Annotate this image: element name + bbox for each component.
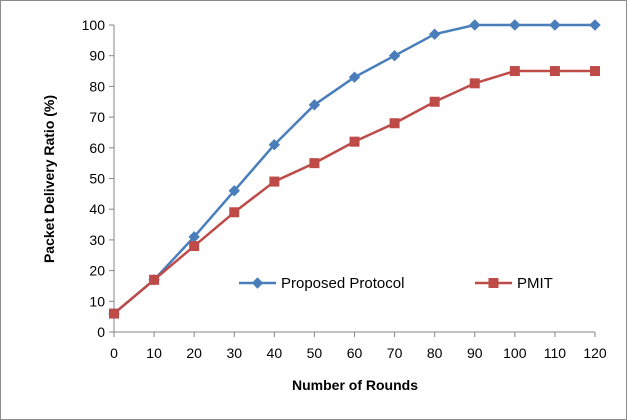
x-tick-label: 0 xyxy=(110,345,118,361)
data-point xyxy=(229,207,240,218)
data-point xyxy=(590,66,600,77)
data-point xyxy=(469,19,481,31)
data-point xyxy=(549,66,560,77)
x-tick-label: 10 xyxy=(146,345,162,361)
data-point xyxy=(389,118,400,129)
x-tick-label: 20 xyxy=(186,345,202,361)
y-axis-title: Packet Delivery Ratio (%) xyxy=(41,95,57,263)
x-tick-label: 110 xyxy=(544,345,567,361)
y-tick-label: 20 xyxy=(89,263,105,279)
y-tick-label: 30 xyxy=(89,232,105,248)
x-tick-label: 120 xyxy=(583,345,607,361)
legend-label: Proposed Protocol xyxy=(281,275,404,292)
legend-marker xyxy=(488,278,499,288)
y-tick-label: 80 xyxy=(89,78,105,94)
data-point xyxy=(109,308,119,319)
legend-item: Proposed Protocol xyxy=(239,275,404,292)
data-point xyxy=(549,19,561,31)
y-tick-label: 40 xyxy=(89,201,105,217)
x-tick-label: 90 xyxy=(467,345,483,361)
x-tick-label: 40 xyxy=(267,345,283,361)
series-proposed-protocol xyxy=(108,19,601,320)
data-point xyxy=(428,28,441,40)
data-point xyxy=(228,185,240,197)
legend-label: PMIT xyxy=(517,275,553,292)
data-point xyxy=(309,158,320,169)
legend-marker xyxy=(251,277,264,289)
x-tick-label: 80 xyxy=(427,345,443,361)
data-point xyxy=(189,241,200,252)
x-tick-label: 50 xyxy=(307,345,323,361)
data-point xyxy=(509,66,520,77)
data-point xyxy=(509,19,521,31)
x-tick-label: 30 xyxy=(226,345,242,361)
x-tick-label: 100 xyxy=(503,345,527,361)
x-tick-label: 60 xyxy=(347,345,363,361)
data-point xyxy=(308,99,321,111)
axes xyxy=(109,24,596,337)
series-layer xyxy=(108,19,601,320)
y-tick-label: 100 xyxy=(82,17,106,33)
series-pmit xyxy=(109,66,600,319)
data-point xyxy=(348,71,361,83)
data-point xyxy=(269,176,280,187)
data-point xyxy=(268,139,281,151)
x-tick-label: 70 xyxy=(387,345,403,361)
data-point xyxy=(149,274,160,285)
series-line xyxy=(113,23,595,315)
y-tick-label: 90 xyxy=(89,48,105,64)
data-point xyxy=(388,49,401,62)
data-point xyxy=(589,19,601,31)
legend-item: PMIT xyxy=(475,275,553,292)
y-tick-label: 0 xyxy=(97,324,105,340)
x-axis-title: Number of Rounds xyxy=(292,377,418,393)
y-tick-label: 10 xyxy=(89,293,105,309)
y-tick-label: 50 xyxy=(89,171,105,187)
data-point xyxy=(429,96,440,107)
data-point xyxy=(349,136,360,147)
y-tick-label: 60 xyxy=(89,140,105,156)
data-point xyxy=(469,78,480,89)
legend: Proposed Protocol PMIT xyxy=(239,275,553,292)
y-tick-label: 70 xyxy=(89,109,105,125)
tick-labels: 0 10 20 30 40 50 60 70 80 90 100 0 10 20 30 40 50 60 70 80 9… xyxy=(82,17,607,361)
